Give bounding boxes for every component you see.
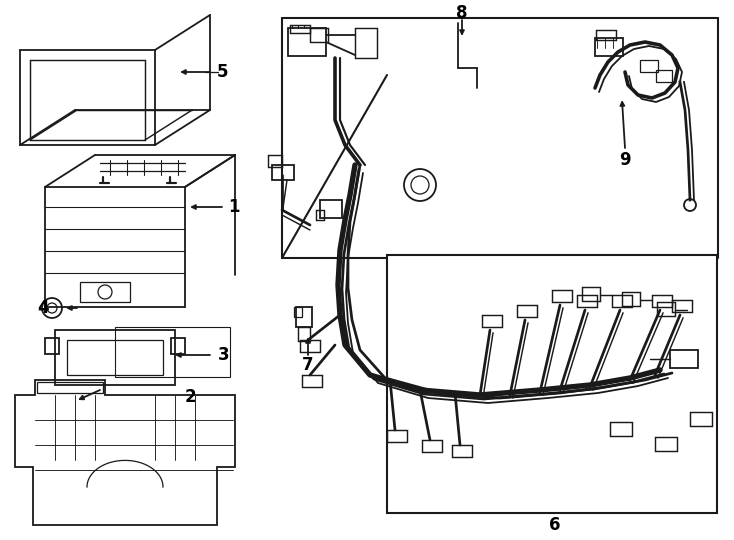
Bar	[302, 375, 322, 387]
Bar	[80, 282, 130, 302]
Bar	[298, 327, 310, 341]
Bar	[670, 350, 698, 368]
Bar	[690, 412, 712, 426]
Bar	[316, 210, 324, 220]
Bar	[67, 340, 163, 375]
Bar	[552, 290, 572, 302]
Bar	[517, 305, 537, 317]
Text: 8: 8	[457, 4, 468, 22]
Bar	[300, 340, 320, 352]
Bar	[610, 422, 632, 436]
Bar	[115, 327, 230, 377]
Bar	[387, 255, 717, 513]
Bar	[294, 307, 302, 317]
Bar	[582, 287, 600, 301]
Text: 7: 7	[302, 356, 314, 374]
Text: 4: 4	[37, 299, 49, 317]
Bar	[268, 155, 282, 167]
Bar	[622, 292, 640, 306]
Bar	[672, 300, 692, 312]
Text: 2: 2	[184, 388, 196, 406]
Text: 9: 9	[619, 151, 631, 169]
Bar	[452, 445, 472, 457]
Bar	[655, 437, 677, 451]
Bar	[320, 200, 342, 218]
Bar	[288, 28, 326, 56]
Bar	[596, 30, 616, 40]
Text: 3: 3	[218, 346, 230, 364]
Text: 5: 5	[217, 63, 228, 81]
Bar	[387, 430, 407, 442]
Bar	[272, 165, 294, 180]
Bar	[657, 302, 675, 316]
Bar	[290, 25, 310, 33]
Bar	[482, 315, 502, 327]
Bar	[45, 338, 59, 354]
Bar	[355, 28, 377, 58]
Bar	[37, 382, 103, 393]
Bar	[652, 295, 672, 307]
Bar	[577, 295, 597, 307]
Bar	[640, 60, 658, 72]
Bar	[55, 330, 175, 385]
Bar	[422, 440, 442, 452]
Bar	[310, 28, 328, 42]
Bar	[656, 70, 672, 82]
Bar	[171, 338, 185, 354]
Bar	[595, 38, 623, 56]
Text: 1: 1	[228, 198, 240, 216]
Bar	[612, 295, 632, 307]
Text: 6: 6	[549, 516, 561, 534]
Bar	[296, 307, 312, 327]
